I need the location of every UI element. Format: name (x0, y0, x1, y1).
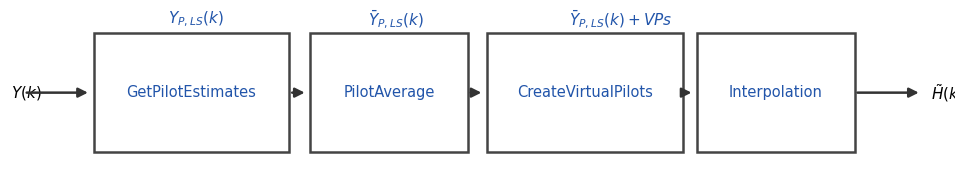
Text: GetPilotEstimates: GetPilotEstimates (127, 85, 256, 100)
Text: $Y(k)$: $Y(k)$ (11, 84, 42, 102)
Text: $Y_{P,LS}(k)$: $Y_{P,LS}(k)$ (168, 10, 223, 29)
Text: $\tilde{H}(k)$: $\tilde{H}(k)$ (931, 82, 955, 104)
Bar (94, 33, 289, 152)
Text: PilotAverage: PilotAverage (344, 85, 435, 100)
Text: $\bar{Y}_{P,LS}(k)$: $\bar{Y}_{P,LS}(k)$ (369, 8, 424, 30)
Bar (310, 33, 468, 152)
Bar (697, 33, 855, 152)
Text: $\bar{Y}_{P,LS}(k)+VPs$: $\bar{Y}_{P,LS}(k)+VPs$ (569, 8, 672, 30)
Bar (487, 33, 683, 152)
Text: Interpolation: Interpolation (729, 85, 823, 100)
Text: CreateVirtualPilots: CreateVirtualPilots (517, 85, 653, 100)
